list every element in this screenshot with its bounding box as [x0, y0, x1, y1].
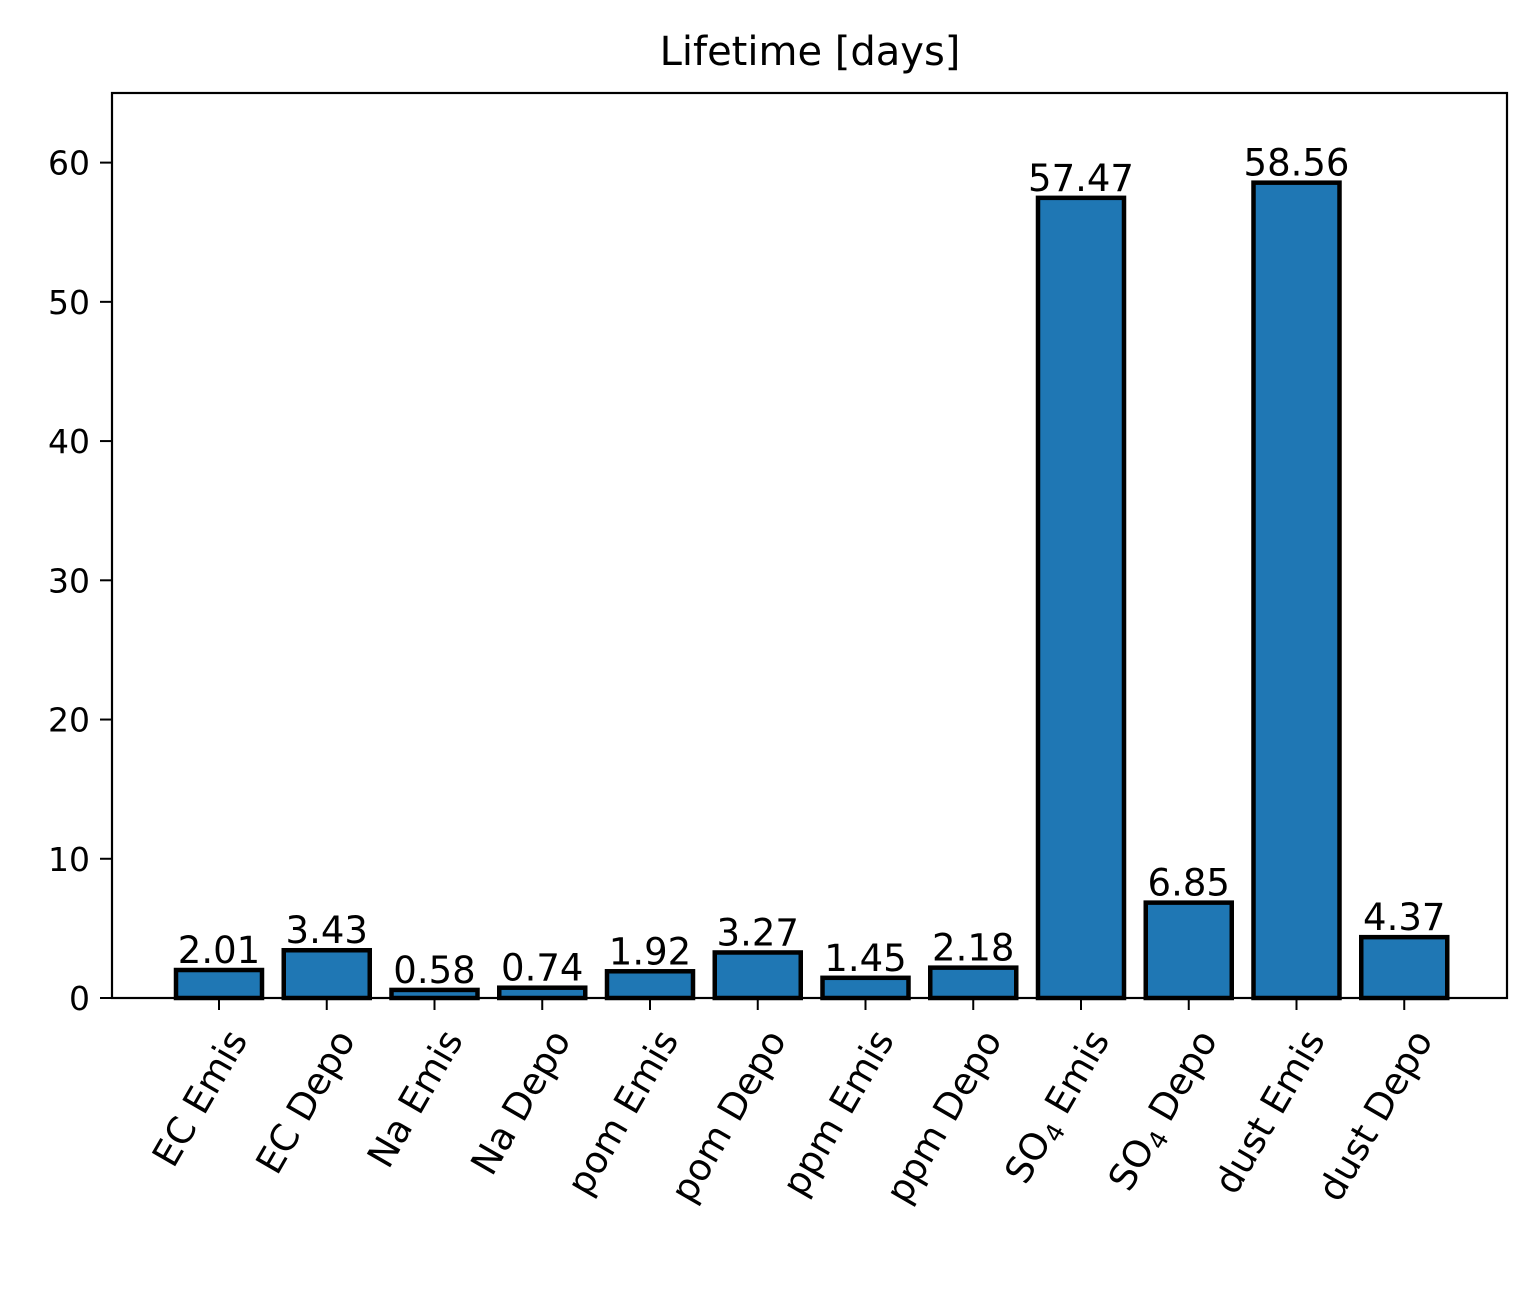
data-label-11: 4.37 — [1363, 896, 1445, 939]
data-label-5: 3.27 — [717, 911, 799, 954]
data-label-0: 2.01 — [178, 929, 260, 972]
bars-group — [173, 180, 1450, 1001]
x-tick-label-10: dust Emis — [1206, 1023, 1334, 1202]
chart-title: Lifetime [days] — [660, 29, 961, 75]
bar-10 — [1251, 180, 1342, 1001]
data-label-4: 1.92 — [609, 930, 691, 973]
bar-7 — [928, 965, 1019, 1001]
x-tick-label-0: EC Emis — [144, 1023, 256, 1174]
y-tick-label-4: 40 — [48, 422, 90, 461]
x-tick-label-3: Na Depo — [462, 1023, 579, 1183]
y-tick-label-2: 20 — [48, 701, 90, 740]
data-label-9: 6.85 — [1148, 862, 1230, 905]
x-tick-label-4: pom Emis — [558, 1023, 687, 1203]
data-label-2: 0.58 — [393, 949, 475, 992]
data-label-10: 58.56 — [1244, 142, 1350, 185]
y-tick-label-5: 50 — [48, 283, 90, 322]
plot-frame — [110, 91, 1509, 1000]
bar-5 — [712, 950, 803, 1001]
x-tick-label-2: Na Emis — [359, 1023, 472, 1175]
bar-6 — [820, 975, 911, 1001]
data-label-8: 57.47 — [1028, 157, 1134, 200]
bar-8 — [1035, 195, 1127, 1001]
x-tick-label-6: ppm Emis — [774, 1023, 903, 1204]
y-tick-label-1: 10 — [48, 840, 90, 879]
bar-1 — [281, 947, 372, 1001]
data-label-6: 1.45 — [824, 937, 906, 980]
y-tick-label-0: 0 — [69, 979, 90, 1018]
data-label-1: 3.43 — [286, 909, 368, 952]
bar-0 — [173, 967, 265, 1001]
bar-4 — [604, 969, 696, 1001]
data-label-3: 0.74 — [501, 947, 583, 990]
data-label-7: 2.18 — [932, 927, 1014, 970]
bar-11 — [1359, 934, 1450, 1001]
y-axis: 0 10 20 30 40 50 60 — [48, 144, 112, 1018]
data-labels-group: 2.01 3.43 0.58 0.74 1.92 3.27 1.45 2.18 57.47 6.8… — [178, 142, 1446, 992]
y-tick-label-6: 60 — [48, 144, 90, 183]
bar-9 — [1143, 900, 1234, 1001]
x-tick-label-8: SO4 Emis — [996, 1023, 1121, 1193]
y-tick-label-3: 30 — [48, 561, 90, 600]
x-tick-label-1: EC Depo — [248, 1023, 364, 1182]
